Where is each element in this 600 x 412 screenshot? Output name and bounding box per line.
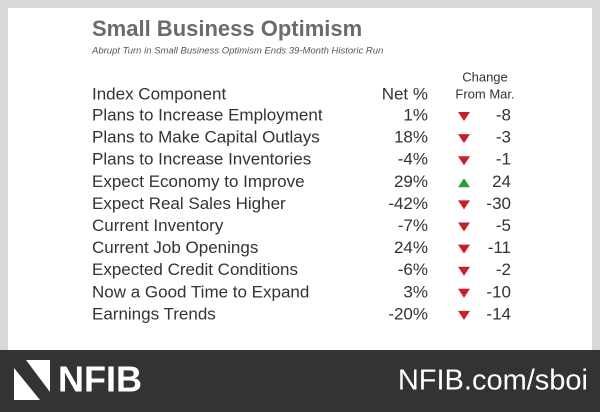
change: -11 [488,238,511,257]
column-header: Index Component [92,84,226,103]
component: Plans to Make Capital Outlays [92,128,320,147]
arrow-down [458,266,470,276]
net-percent: 24% [394,238,428,257]
arrow-down [458,288,470,298]
logo-text: NFIB [58,359,142,400]
component: Now a Good Time to Expand [92,282,309,301]
component: Earnings Trends [92,304,216,323]
change: -10 [486,282,511,301]
arrow-down [458,244,470,254]
change: -30 [486,194,511,213]
net-percent: -4% [398,150,428,169]
title: Small Business Optimism [92,16,362,41]
arrow-up [458,178,470,188]
change: 24 [492,172,511,191]
footer-bar [0,350,600,412]
component: Current Job Openings [92,238,258,257]
column-header: Change [462,69,508,84]
change: -3 [496,128,511,147]
arrow-down [458,156,470,166]
arrow-down [458,222,470,232]
net-percent: 29% [394,172,428,191]
change: -1 [496,150,511,169]
logo-stripe [14,360,50,400]
net-percent: -42% [388,194,428,213]
subtitle: Abrupt Turn in Small Business Optimism E… [91,46,383,57]
footer-url: NFIB.com/sboi [398,365,588,397]
column-header: Net % [382,84,428,103]
component: Plans to Increase Inventories [92,150,311,169]
component: Current Inventory [92,216,224,235]
component: Expect Economy to Improve [92,172,305,191]
component: Expected Credit Conditions [92,260,298,279]
arrow-down [458,310,470,320]
change: -2 [496,260,511,279]
card [8,8,592,350]
component: Plans to Increase Employment [92,105,323,124]
net-percent: 1% [403,105,428,124]
change: -5 [496,216,511,235]
net-percent: -20% [388,304,428,323]
net-percent: -7% [398,216,428,235]
column-header: From Mar. [455,86,514,101]
net-percent: 3% [403,282,428,301]
net-percent: 18% [394,128,428,147]
net-percent: -6% [398,260,428,279]
change: -8 [496,105,511,124]
component: Expect Real Sales Higher [92,194,286,213]
arrow-down [458,134,470,144]
arrow-down [458,200,470,210]
change: -14 [486,304,511,323]
arrow-down [458,112,470,121]
